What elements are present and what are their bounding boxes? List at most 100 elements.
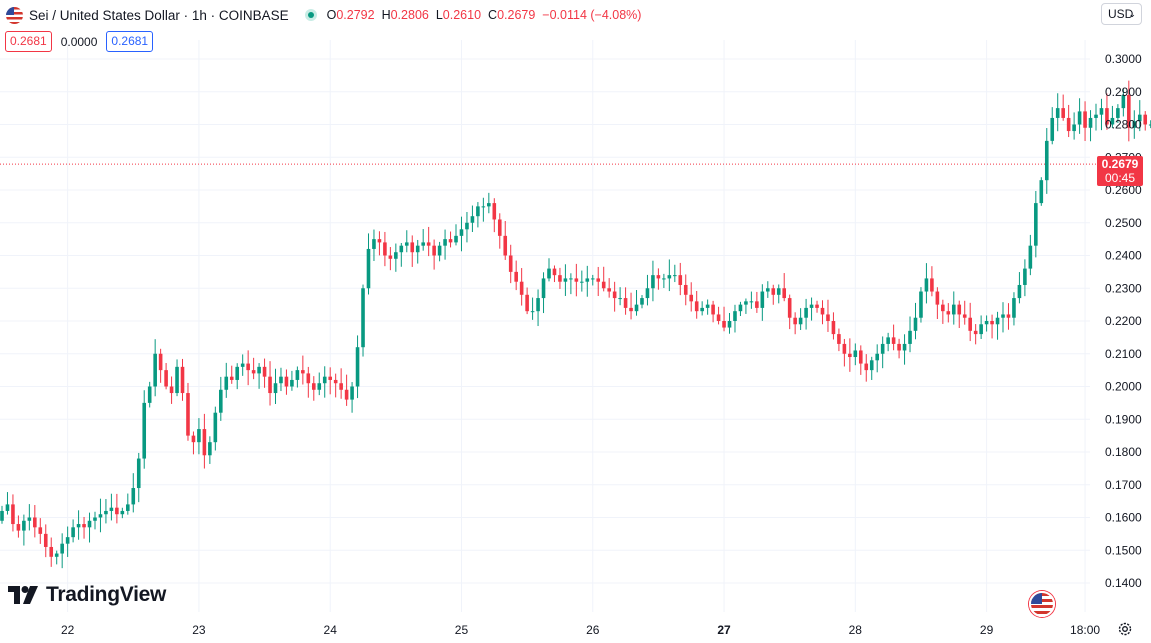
candle[interactable] bbox=[470, 205, 475, 233]
candle[interactable] bbox=[700, 301, 704, 316]
candle[interactable] bbox=[837, 328, 841, 352]
candle[interactable] bbox=[213, 406, 218, 451]
candle[interactable] bbox=[43, 524, 48, 558]
candle[interactable] bbox=[809, 297, 814, 321]
candle[interactable] bbox=[875, 344, 879, 373]
candle[interactable] bbox=[766, 281, 770, 298]
candle[interactable] bbox=[142, 390, 147, 469]
candle[interactable] bbox=[235, 363, 240, 390]
sell-button[interactable]: 0.2681 bbox=[5, 31, 52, 52]
candle[interactable] bbox=[268, 361, 272, 406]
candle[interactable] bbox=[919, 287, 923, 323]
candle[interactable] bbox=[251, 357, 256, 380]
candle[interactable] bbox=[984, 315, 989, 332]
candle[interactable] bbox=[76, 510, 81, 540]
candle[interactable] bbox=[858, 345, 863, 375]
candle[interactable] bbox=[651, 260, 655, 302]
candle[interactable] bbox=[908, 316, 912, 353]
candle[interactable] bbox=[793, 312, 797, 335]
candle[interactable] bbox=[246, 350, 250, 386]
candle[interactable] bbox=[136, 452, 141, 503]
candle[interactable] bbox=[815, 300, 819, 313]
candle[interactable] bbox=[607, 278, 611, 298]
candle[interactable] bbox=[240, 354, 245, 376]
candle[interactable] bbox=[782, 273, 787, 302]
candle[interactable] bbox=[454, 224, 458, 246]
candle[interactable] bbox=[1006, 303, 1011, 330]
candle[interactable] bbox=[842, 338, 847, 367]
candle[interactable] bbox=[623, 287, 628, 315]
candle[interactable] bbox=[760, 284, 765, 321]
candle[interactable] bbox=[1110, 105, 1115, 128]
candle[interactable] bbox=[169, 376, 174, 404]
candle[interactable] bbox=[886, 332, 890, 352]
candle[interactable] bbox=[990, 314, 994, 339]
candle[interactable] bbox=[804, 298, 808, 330]
candle[interactable] bbox=[120, 507, 125, 519]
candle[interactable] bbox=[175, 359, 179, 397]
candle[interactable] bbox=[530, 297, 535, 320]
candle[interactable] bbox=[388, 247, 393, 271]
candle[interactable] bbox=[716, 306, 721, 325]
candles[interactable] bbox=[0, 80, 1151, 569]
candle[interactable] bbox=[941, 299, 945, 324]
candle[interactable] bbox=[1143, 111, 1148, 131]
candle[interactable] bbox=[481, 197, 486, 222]
candle[interactable] bbox=[1055, 93, 1060, 132]
candle[interactable] bbox=[995, 311, 1000, 340]
candle[interactable] bbox=[426, 226, 431, 257]
candle[interactable] bbox=[738, 301, 743, 317]
candle[interactable] bbox=[787, 294, 792, 330]
candle[interactable] bbox=[421, 229, 425, 251]
gear-icon[interactable] bbox=[1117, 621, 1133, 637]
candle[interactable] bbox=[311, 376, 316, 401]
candle[interactable] bbox=[361, 284, 365, 357]
candle[interactable] bbox=[1066, 104, 1071, 138]
candle[interactable] bbox=[662, 273, 666, 288]
candle[interactable] bbox=[601, 266, 606, 292]
candle[interactable] bbox=[1001, 302, 1005, 333]
us-market-flag-icon[interactable] bbox=[1029, 591, 1055, 617]
candle[interactable] bbox=[749, 291, 754, 309]
candle[interactable] bbox=[153, 339, 157, 397]
candle[interactable] bbox=[448, 231, 453, 248]
candle[interactable] bbox=[459, 216, 464, 252]
candle[interactable] bbox=[38, 518, 43, 544]
candle[interactable] bbox=[755, 291, 759, 313]
candle[interactable] bbox=[186, 382, 190, 441]
candle[interactable] bbox=[508, 244, 513, 284]
candle[interactable] bbox=[1034, 190, 1038, 258]
candle[interactable] bbox=[16, 515, 21, 538]
candle[interactable] bbox=[33, 505, 37, 538]
candle[interactable] bbox=[11, 494, 15, 532]
candle[interactable] bbox=[667, 259, 672, 292]
candle[interactable] bbox=[65, 526, 70, 557]
candle[interactable] bbox=[678, 262, 683, 296]
candle[interactable] bbox=[848, 338, 852, 372]
candle[interactable] bbox=[306, 366, 311, 398]
candle[interactable] bbox=[257, 363, 261, 389]
candle[interactable] bbox=[826, 299, 830, 332]
candle[interactable] bbox=[98, 498, 103, 533]
candle[interactable] bbox=[22, 514, 26, 546]
candle[interactable] bbox=[126, 493, 130, 515]
candle[interactable] bbox=[902, 334, 907, 365]
candle[interactable] bbox=[503, 220, 508, 260]
candle[interactable] bbox=[596, 266, 601, 296]
candle[interactable] bbox=[180, 358, 185, 401]
candle[interactable] bbox=[54, 550, 59, 565]
candle[interactable] bbox=[1039, 177, 1044, 206]
candle[interactable] bbox=[377, 231, 382, 256]
candle[interactable] bbox=[744, 298, 748, 314]
candle[interactable] bbox=[645, 274, 650, 306]
candle[interactable] bbox=[60, 533, 64, 569]
candle[interactable] bbox=[618, 287, 622, 306]
candle[interactable] bbox=[355, 335, 360, 399]
candle[interactable] bbox=[344, 374, 349, 406]
candle[interactable] bbox=[82, 516, 86, 539]
candle[interactable] bbox=[820, 300, 825, 325]
candle[interactable] bbox=[541, 272, 546, 314]
candle[interactable] bbox=[109, 493, 114, 521]
candle[interactable] bbox=[1072, 112, 1076, 140]
candle[interactable] bbox=[290, 370, 294, 391]
